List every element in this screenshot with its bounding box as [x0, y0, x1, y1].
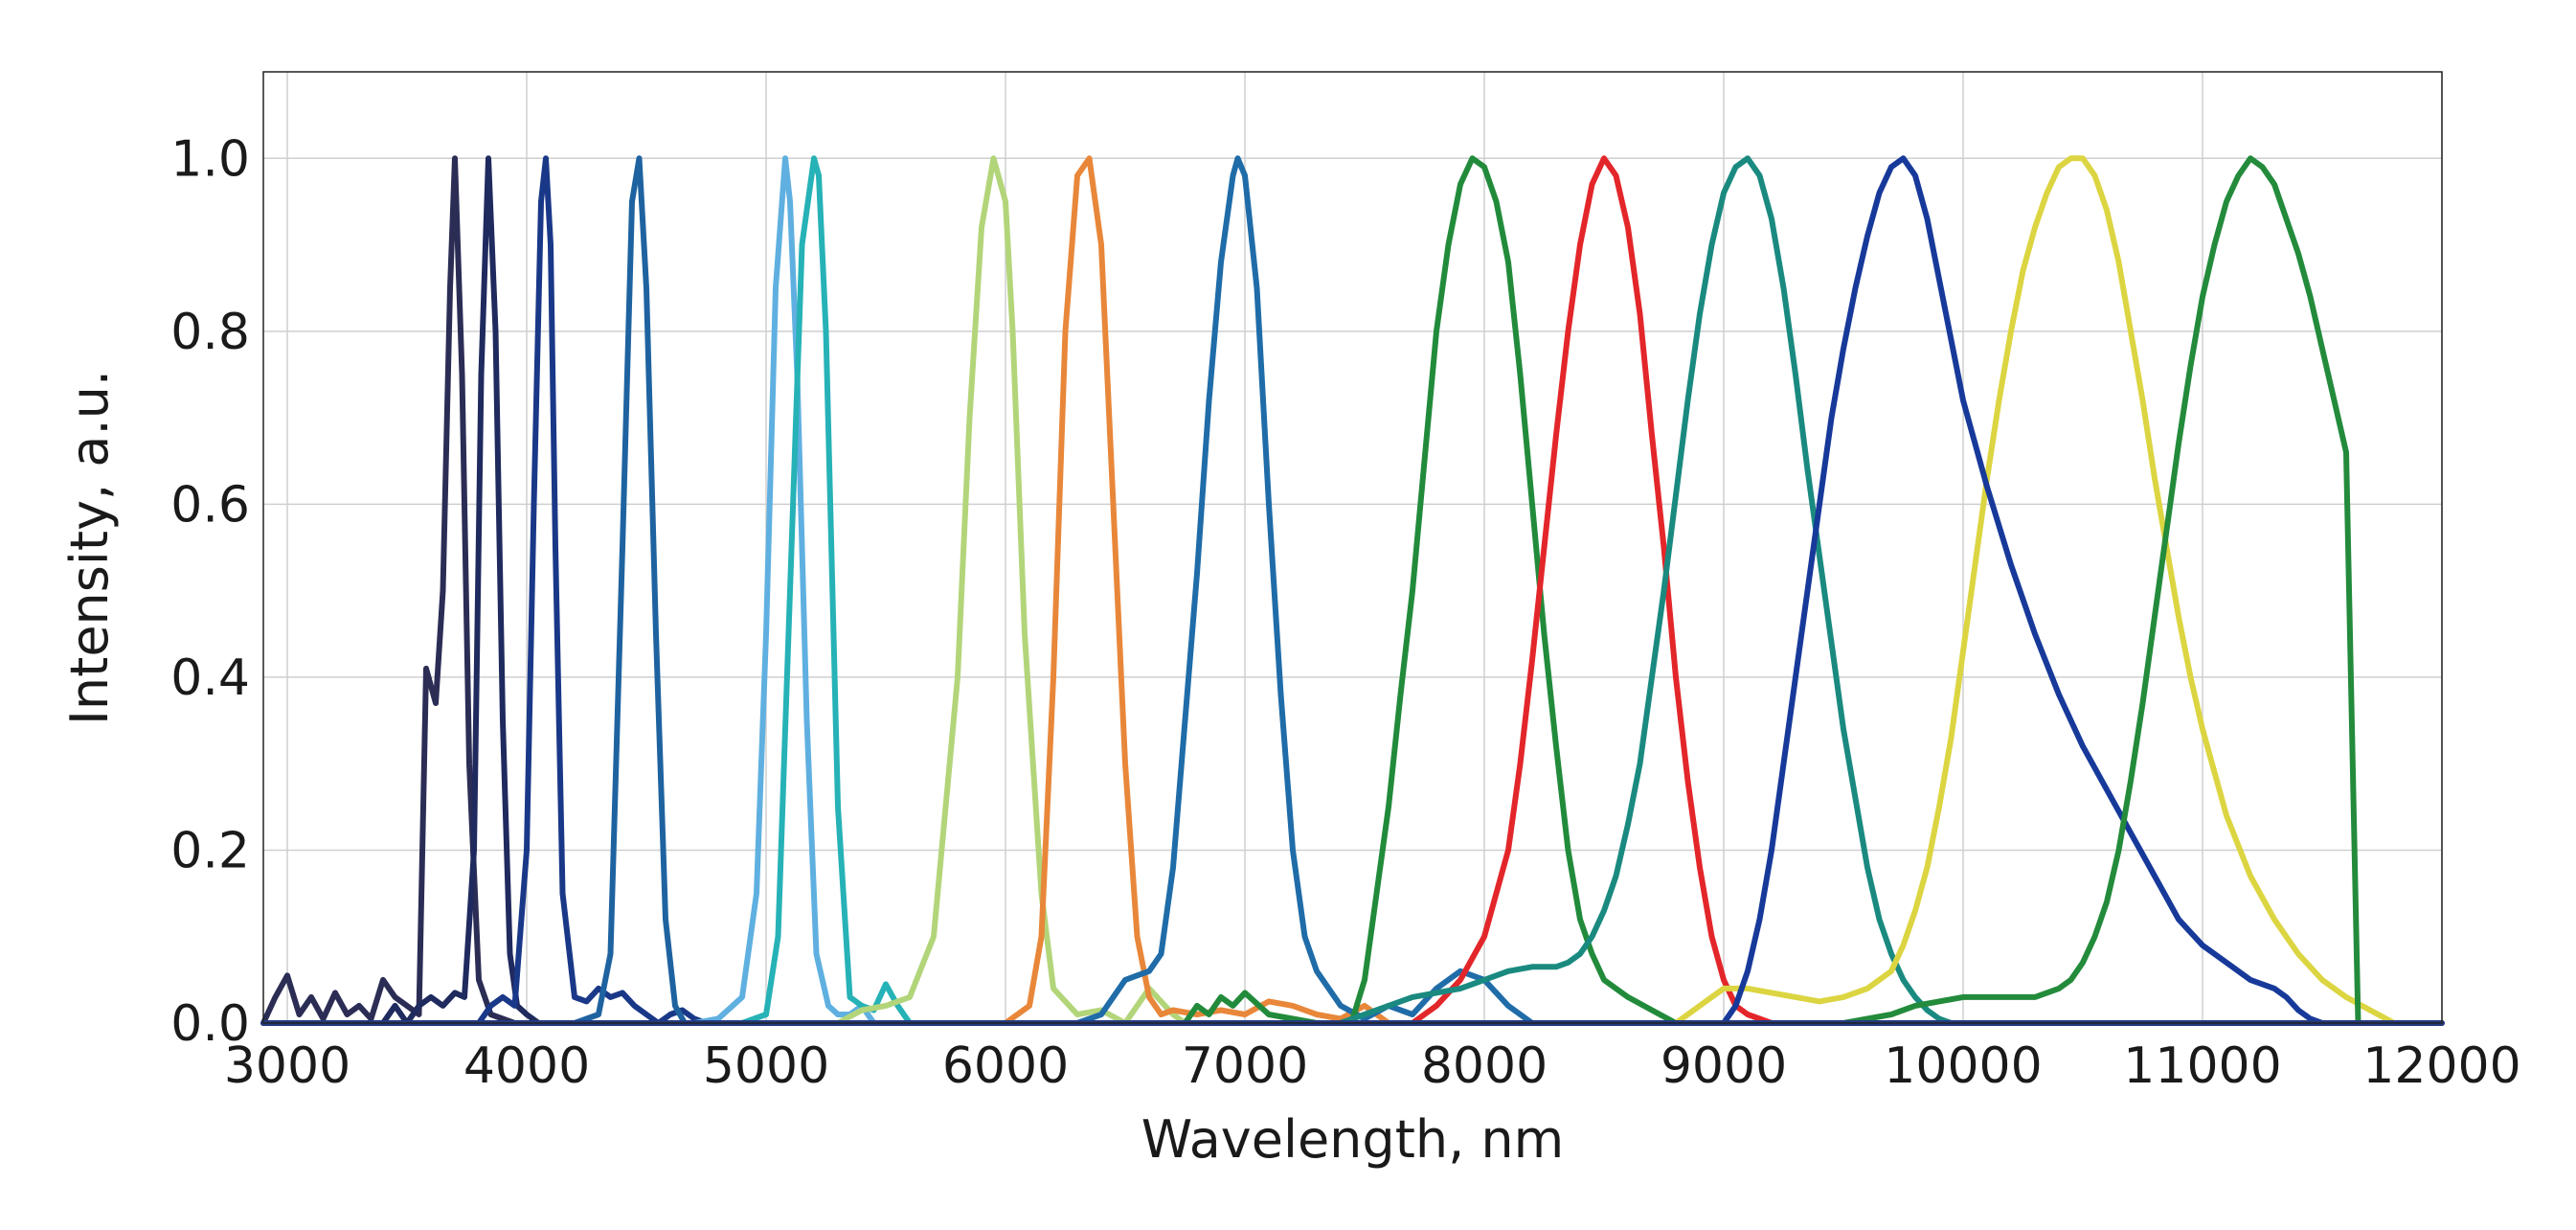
y-axis-title: Intensity, a.u.	[59, 370, 120, 725]
x-tick-label: 5000	[703, 1037, 829, 1095]
series-line-8	[1003, 155, 1391, 1026]
x-tick-label: 9000	[1661, 1037, 1787, 1095]
x-tick-label: 10000	[1884, 1037, 2042, 1095]
series-line-11	[1410, 155, 2445, 1026]
series-line-2	[380, 155, 577, 1026]
x-tick-label: 12000	[2362, 1037, 2520, 1095]
grid-layer	[263, 72, 2443, 1024]
series-line-15	[1841, 155, 2421, 1026]
plot-frame	[262, 71, 2443, 1024]
series-line-5	[691, 155, 877, 1026]
x-tick-label: 11000	[2123, 1037, 2281, 1095]
series-line-1	[260, 155, 530, 1026]
y-tick-label: 0.2	[170, 822, 250, 879]
y-tick-label: 1.0	[170, 130, 250, 188]
tick-layer: 3000 4000 5000 6000 7000 8000 9000 10000 11000 12…	[170, 130, 2520, 1095]
y-tick-label: 0.8	[170, 304, 250, 361]
series-line-4	[572, 155, 697, 1026]
series-layer	[260, 155, 2445, 1026]
y-tick-label: 0.4	[170, 649, 250, 707]
series-line-3	[476, 155, 710, 1026]
y-tick-label: 0.0	[170, 995, 250, 1053]
x-tick-label: 4000	[463, 1037, 590, 1095]
x-tick-label: 8000	[1421, 1037, 1548, 1095]
x-tick-label: 6000	[942, 1037, 1069, 1095]
series-line-13	[1673, 155, 2397, 1026]
series-line-12	[1338, 155, 1990, 1026]
series-line-9	[1074, 155, 1535, 1026]
y-tick-label: 0.6	[170, 476, 250, 534]
x-axis-title: Wavelength, nm	[1141, 1109, 1565, 1170]
x-tick-label: 7000	[1182, 1037, 1308, 1095]
x-tick-label: 3000	[224, 1037, 350, 1095]
series-line-6	[739, 155, 913, 1026]
series-line-10	[1182, 155, 1679, 1026]
series-line-14	[1697, 155, 2397, 1026]
